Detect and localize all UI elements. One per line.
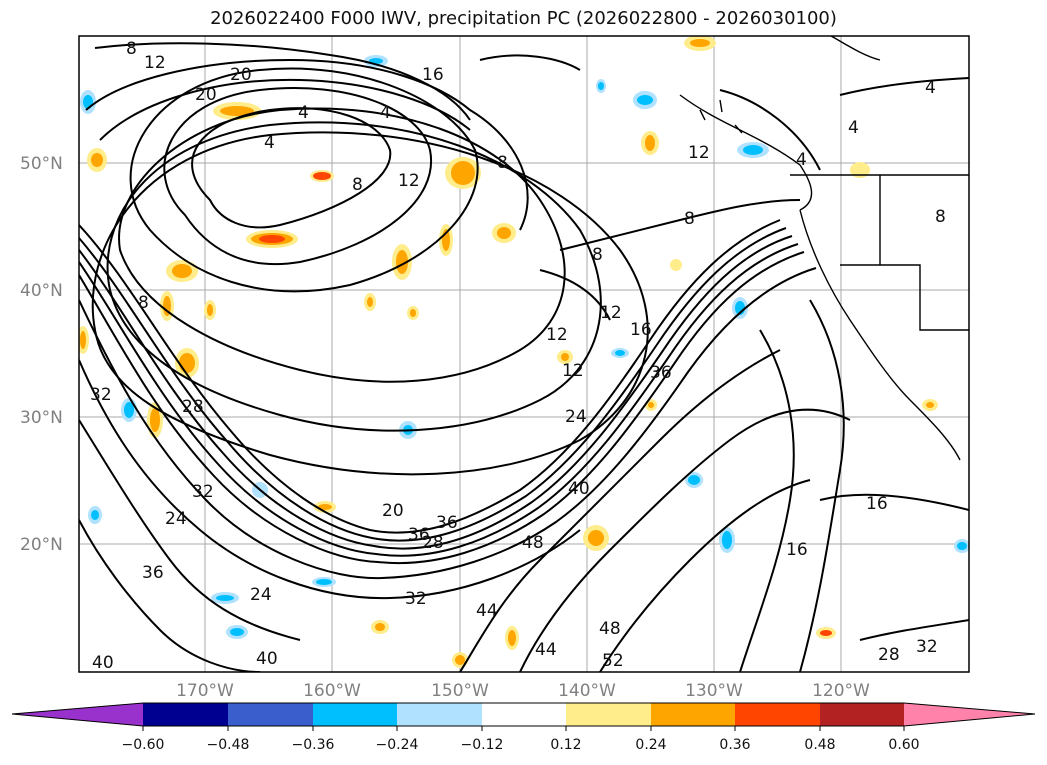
colorbar-tick: 0.36	[719, 737, 750, 753]
colorbar-bin	[651, 703, 735, 726]
contour-label: 8	[935, 207, 946, 227]
contour-label: 8	[592, 245, 603, 265]
contour-label: 32	[192, 482, 214, 502]
colorbar-bin	[482, 703, 566, 726]
contour-label: 12	[144, 53, 166, 73]
colorbar-tick: 0.12	[550, 737, 581, 753]
precip-anomaly-fills	[79, 36, 969, 668]
contour-label: 16	[630, 320, 652, 340]
contour-label: 16	[786, 540, 808, 560]
lon-label: 160°W	[303, 681, 361, 701]
colorbar-tick: −0.48	[207, 737, 250, 753]
contour-label: 28	[182, 397, 204, 417]
contour-label: 20	[382, 501, 404, 521]
contour-label: 12	[398, 171, 420, 191]
contour-label: 28	[422, 533, 444, 553]
contour-label: 24	[250, 585, 272, 605]
lon-label: 130°W	[685, 681, 743, 701]
contour-label: 40	[92, 653, 114, 673]
contour-label: 24	[165, 509, 187, 529]
iwv-contours	[79, 42, 969, 672]
contour-label: 12	[562, 361, 584, 381]
contour-label: 4	[796, 150, 807, 170]
contour-label: 36	[650, 363, 672, 383]
colorbar-under	[12, 703, 143, 726]
lon-label: 170°W	[176, 681, 234, 701]
contour-label: 4	[848, 118, 859, 138]
colorbar-tick: −0.60	[122, 737, 165, 753]
contour-label: 32	[90, 385, 112, 405]
lon-label: 150°W	[431, 681, 489, 701]
contour-label: 8	[138, 293, 149, 313]
contour-label: 4	[298, 103, 309, 123]
contour-label: 40	[256, 649, 278, 669]
colorbar-bin	[397, 703, 482, 726]
colorbar-bin	[820, 703, 904, 726]
colorbar-bin	[228, 703, 313, 726]
colorbar-bin	[566, 703, 651, 726]
map-title: 2026022400 F000 IWV, precipitation PC (2…	[210, 8, 837, 29]
map-border	[78, 35, 970, 673]
lat-label: 50°N	[20, 154, 63, 174]
contour-labels: 8 12 20 16 20 4 4 8 12 8 4 12 4 4 4 8 8 …	[90, 39, 946, 673]
contour-label: 8	[684, 209, 695, 229]
contour-label: 20	[195, 85, 217, 105]
lat-label: 30°N	[20, 408, 63, 428]
contour-label: 36	[142, 563, 164, 583]
longitude-labels: 170°W 160°W 150°W 140°W 130°W 120°W	[176, 681, 870, 701]
contour-label: 32	[916, 637, 938, 657]
lon-label: 120°W	[812, 681, 870, 701]
latitude-labels: 50°N 40°N 30°N 20°N	[20, 154, 63, 555]
colorbar-tick: 0.60	[888, 737, 919, 753]
contour-label: 16	[866, 494, 888, 514]
colorbar-tick: −0.36	[292, 737, 335, 753]
contour-label: 4	[264, 133, 275, 153]
contour-label: 48	[599, 619, 621, 639]
contour-label: 12	[688, 143, 710, 163]
lat-label: 40°N	[20, 281, 63, 301]
contour-label: 48	[522, 533, 544, 553]
contour-label: 16	[422, 65, 444, 85]
colorbar-tick: 0.48	[804, 737, 835, 753]
coastlines	[679, 36, 969, 461]
colorbar-bin	[735, 703, 820, 726]
contour-label: 36	[408, 525, 430, 545]
colorbar-tick: −0.12	[461, 737, 504, 753]
contour-label: 8	[497, 153, 508, 173]
colorbar-tick: 0.24	[635, 737, 666, 753]
contour-label: 4	[380, 103, 391, 123]
contour-label: 24	[565, 407, 587, 427]
lat-label: 20°N	[20, 535, 63, 555]
contour-label: 44	[535, 640, 557, 660]
contour-label: 12	[546, 325, 568, 345]
contour-label: 20	[230, 65, 252, 85]
contour-label: 4	[925, 78, 936, 98]
contour-label: 44	[476, 601, 498, 621]
contour-label: 32	[405, 589, 427, 609]
contour-label: 28	[878, 645, 900, 665]
contour-label: 12	[600, 303, 622, 323]
contour-label: 52	[602, 651, 624, 671]
graticule	[79, 36, 969, 672]
colorbar-bin	[143, 703, 228, 726]
contour-label: 40	[568, 479, 590, 499]
colorbar-tick: −0.24	[376, 737, 419, 753]
contour-label: 8	[352, 175, 363, 195]
contour-label: 36	[436, 513, 458, 533]
colorbar-over	[904, 703, 1035, 726]
colorbar: −0.60 −0.48 −0.36 −0.24 −0.12 0.12 0.24 …	[11, 702, 1036, 753]
lon-label: 140°W	[558, 681, 616, 701]
colorbar-bin	[313, 703, 397, 726]
contour-label: 8	[126, 39, 137, 59]
